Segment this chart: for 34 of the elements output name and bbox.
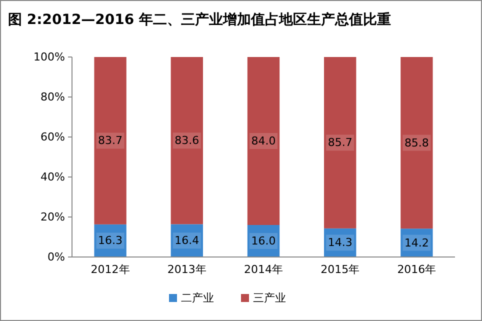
y-tick-label: 60%	[40, 130, 65, 144]
data-label: 14.3	[328, 236, 352, 250]
data-label: 85.7	[328, 136, 352, 150]
chart-title: 图 2:2012—2016 年二、三产业增加值占地区生产总值比重	[8, 11, 392, 28]
x-tick-label: 2012年	[90, 263, 130, 276]
y-tick-label: 80%	[40, 90, 65, 104]
bar	[324, 228, 356, 257]
legend-label: 二产业	[181, 292, 214, 304]
data-label: 16.4	[174, 234, 200, 248]
bar	[94, 57, 126, 224]
bar	[400, 228, 433, 257]
data-label: 14.2	[404, 236, 429, 250]
y-tick-label: 100%	[34, 50, 65, 64]
bar	[247, 57, 280, 225]
data-label: 16.3	[98, 234, 123, 248]
data-label: 85.8	[404, 136, 429, 150]
data-label: 83.6	[174, 134, 200, 148]
bar	[170, 224, 203, 257]
x-tick-label: 2016年	[397, 263, 436, 276]
bar	[324, 57, 356, 228]
y-tick-label: 0%	[48, 250, 65, 264]
bar	[170, 57, 203, 224]
data-label: 84.0	[251, 134, 276, 148]
y-tick-label: 40%	[40, 170, 65, 184]
bar	[400, 57, 433, 229]
x-tick-label: 2013年	[167, 263, 206, 276]
bar	[247, 225, 280, 257]
data-label: 16.0	[251, 234, 276, 248]
x-tick-label: 2014年	[244, 263, 283, 276]
y-tick-label: 20%	[40, 210, 65, 224]
bar	[94, 224, 126, 257]
x-tick-label: 2015年	[320, 263, 360, 276]
legend-label: 三产业	[253, 292, 286, 304]
data-label: 83.7	[98, 134, 123, 148]
